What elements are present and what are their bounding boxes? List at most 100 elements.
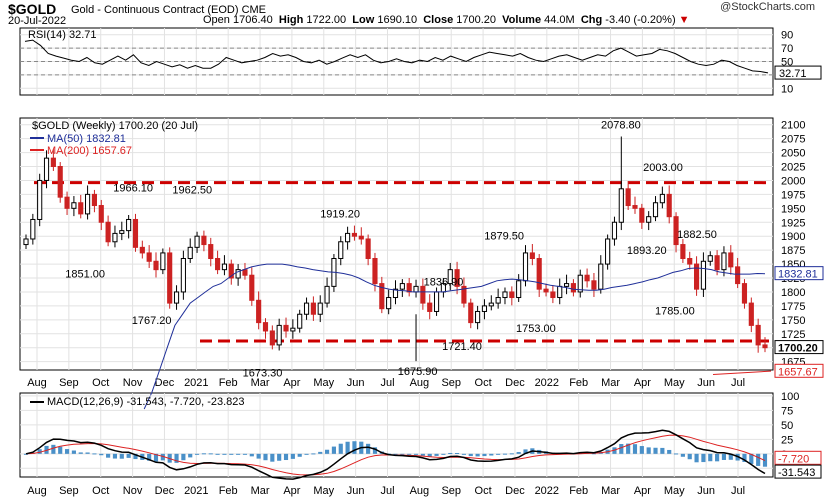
price-annotation: 1836.90: [424, 276, 464, 288]
x-label-macd: Jul: [380, 485, 394, 497]
price-panel-frame: [19, 117, 774, 371]
macd-histogram-bar: [153, 453, 159, 462]
x-label-macd: Jun: [697, 485, 715, 497]
x-label-price: Nov: [123, 377, 143, 389]
candle-down: [372, 257, 378, 285]
x-label-price: Jul: [731, 377, 745, 389]
ma200-last-value-box: [774, 363, 824, 378]
x-label-macd: Apr: [283, 485, 300, 497]
candle-down: [105, 221, 111, 243]
candle-down: [748, 302, 754, 326]
macd-line: [25, 429, 766, 480]
ma50-last-value: 1832.81: [778, 269, 818, 281]
macd-histogram-bar: [660, 447, 665, 454]
ma50-legend-label: MA(50) 1832.81: [47, 133, 126, 145]
ma200-line: [712, 370, 772, 375]
macd-histogram-bar: [366, 443, 371, 454]
candle-down: [64, 196, 70, 209]
candle-up: [447, 269, 453, 285]
macd-tick-label: 25: [781, 434, 793, 446]
macd-histogram-bar: [277, 453, 282, 461]
candle-down: [735, 266, 741, 285]
price-annotation: 1767.20: [132, 315, 172, 327]
candle-up: [30, 218, 36, 240]
candle-up: [433, 291, 440, 312]
x-label-price: Aug: [27, 377, 47, 389]
macd-label: MACD(12,26,9) -31.543, -7.720, -23.823: [47, 396, 245, 408]
volume-value: 44.0M: [544, 14, 575, 26]
candle-down: [269, 330, 275, 346]
macd-histogram-bar: [106, 453, 111, 458]
candle-down: [50, 157, 56, 168]
candle-up: [495, 297, 501, 304]
x-label-price: Jun: [697, 377, 715, 389]
macd-histogram-bar: [680, 453, 685, 457]
macd-histogram-bar: [331, 446, 336, 454]
price-annotation: 1721.40: [442, 341, 482, 353]
x-label-price: Feb: [569, 377, 588, 389]
macd-histogram-bar: [502, 453, 508, 455]
candle-up: [23, 238, 29, 246]
candle-up: [707, 255, 713, 262]
candle-up: [618, 188, 624, 223]
candle-down: [98, 205, 104, 223]
macd-histogram-bar: [715, 453, 720, 462]
x-label-price: Jul: [380, 377, 394, 389]
candle-up: [700, 260, 706, 290]
macd-histogram-bar: [133, 453, 138, 460]
candle-down: [584, 274, 590, 282]
macd-histogram-bar: [58, 446, 63, 454]
macd-histogram-bar: [687, 453, 692, 460]
macd-histogram-bar: [509, 453, 514, 455]
x-label-price: Aug: [410, 377, 430, 389]
x-label-macd: Nov: [123, 485, 143, 497]
volume-label: Volume: [502, 14, 542, 26]
macd-histogram-bar: [194, 453, 200, 455]
x-label-price: May: [664, 377, 685, 389]
chg-label: Chg: [580, 14, 603, 26]
price-last-value: 1700.20: [778, 343, 818, 355]
candle-up: [516, 280, 522, 299]
stockcharts-credit[interactable]: @StockCharts.com: [720, 1, 815, 13]
candle-up: [187, 246, 193, 259]
macd-histogram-bar: [85, 452, 90, 454]
macd-histogram-bar: [78, 452, 83, 454]
macd-histogram-bar: [701, 453, 706, 463]
candle-down: [570, 283, 576, 293]
x-label-price: Apr: [283, 377, 300, 389]
x-label-macd: Mar: [251, 485, 270, 497]
candle-down: [208, 244, 214, 259]
macd-histogram-bar: [338, 443, 343, 454]
macd-histogram-bar: [297, 453, 302, 457]
rsi-line: [24, 39, 769, 74]
macd-histogram-bar: [468, 453, 473, 457]
candle-up: [173, 291, 180, 304]
price-annotation: 1882.50: [677, 229, 717, 241]
x-label-price: Sep: [59, 377, 79, 389]
rsi-tick-label: 90: [781, 30, 793, 42]
macd-histogram-bar: [64, 449, 70, 454]
macd-tick-label: 50: [781, 420, 793, 432]
macd-signal-last-value-box: [774, 450, 822, 465]
macd-histogram-bar: [222, 453, 227, 455]
macd-histogram-bar: [721, 453, 727, 460]
candle-down: [529, 252, 535, 259]
price-tick-label: 1950: [781, 203, 805, 215]
macd-histogram-bar: [256, 453, 261, 459]
price-tick-label: 1900: [781, 231, 805, 243]
macd-histogram-bar: [461, 453, 466, 455]
macd-tick-label: 100: [781, 391, 799, 403]
macd-histogram-bar: [626, 443, 631, 454]
candle-up: [290, 327, 296, 332]
price-tick-label: 2025: [781, 162, 805, 174]
macd-histogram-bar: [283, 453, 289, 461]
candle-up: [481, 305, 488, 312]
candle-down: [242, 269, 248, 276]
candle-up: [297, 313, 303, 329]
rsi-label: RSI(14) 32.71: [28, 29, 96, 41]
price-annotation: 1919.20: [320, 208, 360, 220]
macd-histogram-bar: [448, 452, 453, 454]
candle-down: [509, 291, 515, 299]
x-label-macd: 2022: [535, 485, 559, 497]
